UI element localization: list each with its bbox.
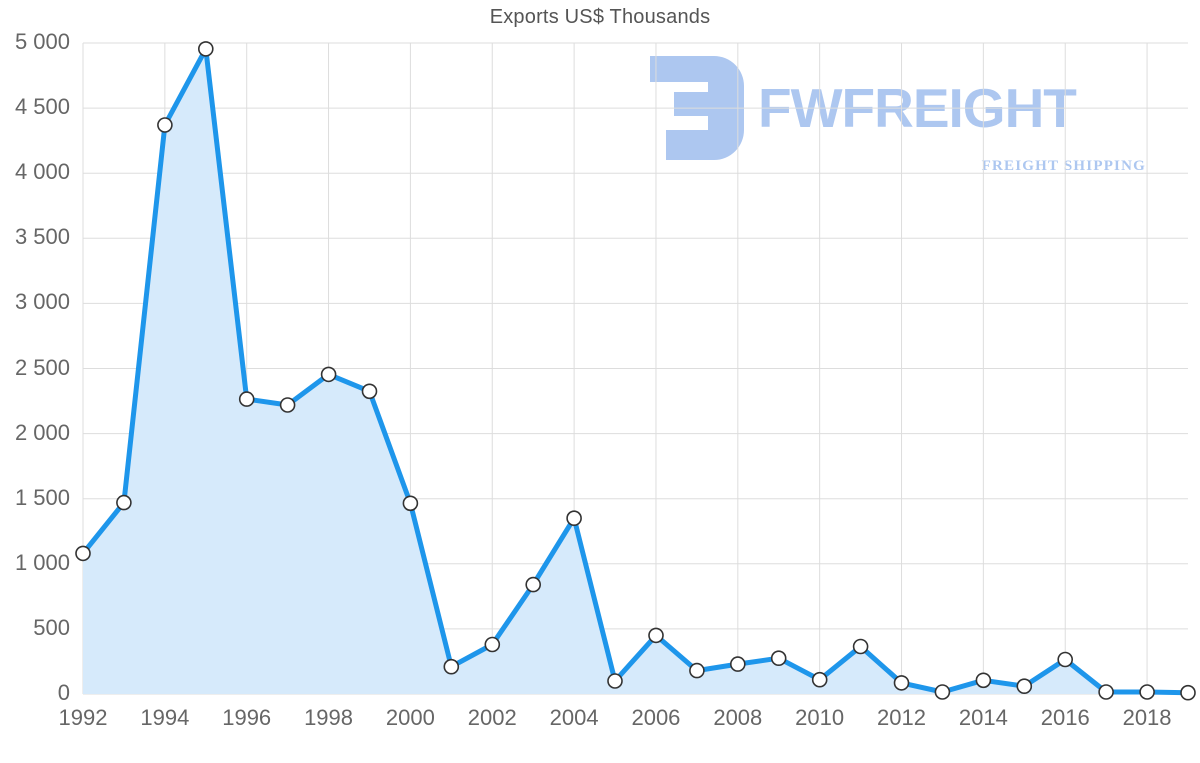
data-point-marker[interactable]: 1998: 2455 [320, 366, 337, 383]
data-point-marker[interactable]: 2005: 100 [607, 673, 623, 689]
data-point-marker[interactable]: 1994: 4370 [157, 117, 173, 133]
x-axis-tick-label: 1994 [140, 705, 190, 730]
x-axis-tick-label: 2010 [795, 705, 845, 730]
y-axis-tick-label: 3 500 [14, 224, 70, 250]
x-axis-tick-label: 2018 [1122, 705, 1172, 730]
data-point-marker[interactable]: 2019: 10 [1180, 684, 1196, 701]
data-point-marker[interactable]: 2015: 60 [1016, 678, 1033, 695]
data-point-marker[interactable]: 2014: 105 [975, 672, 992, 689]
y-axis-tick-label: 2 500 [14, 354, 70, 380]
x-axis-tick-label: 2012 [877, 705, 926, 730]
x-axis-tick-label: 2004 [549, 705, 599, 730]
data-point-marker[interactable]: 2001: 210 [443, 658, 460, 675]
data-point-marker[interactable]: 2018: 15 [1139, 684, 1155, 700]
data-point-marker[interactable]: 2010: 110 [811, 671, 828, 688]
y-axis-tick-label: 0 [57, 680, 70, 705]
x-axis-tick-label: 2002 [467, 705, 517, 730]
data-point-marker[interactable]: 2008: 230 [729, 656, 746, 672]
y-axis-tick-label: 3 000 [14, 289, 70, 315]
data-point-markers: 1992: 1080 1993: 1470 1994: 4370 1995: 4955… [75, 41, 1196, 701]
data-point-marker[interactable]: 2007: 180 [689, 662, 705, 679]
data-point-marker[interactable]: 2003: 840 [525, 576, 542, 593]
data-point-marker[interactable]: 2000: 1465 [402, 495, 419, 512]
x-axis-tick-label: 1998 [304, 705, 354, 730]
y-axis-tick-label: 2 000 [14, 419, 70, 445]
data-point-marker[interactable]: 2004: 1350 [566, 510, 582, 527]
area-fill [83, 48, 1188, 694]
data-point-marker[interactable]: 2016: 265 [1057, 651, 1073, 668]
x-axis-tick-label: 1996 [222, 705, 272, 730]
data-point-marker[interactable]: 1995: 4955 [198, 41, 214, 57]
data-point-marker[interactable]: 2009: 275 [770, 650, 787, 667]
y-axis-tick-label: 500 [33, 614, 70, 640]
data-point-marker[interactable]: 2011: 365 [852, 638, 869, 655]
y-axis-tick-label: 4 000 [14, 159, 70, 185]
data-point-marker[interactable]: 2002: 380 [484, 636, 501, 653]
y-axis-tick-label: 5 000 [14, 29, 70, 54]
data-point-marker[interactable]: 1996: 2265 [238, 391, 255, 407]
data-point-marker[interactable]: 1997: 2220 [279, 397, 296, 413]
data-point-marker[interactable]: 2013: 15 [934, 684, 951, 700]
y-axis-tick-label: 4 500 [14, 94, 70, 120]
data-point-marker[interactable]: 2017: 15 [1098, 684, 1114, 700]
series-line [80, 46, 1191, 696]
x-axis-tick-label: 2008 [713, 705, 763, 730]
data-point-marker[interactable]: 2006: 450 [648, 627, 664, 644]
data-point-marker[interactable]: 2012: 85 [893, 675, 910, 691]
data-point-marker[interactable]: 1992: 1080 [75, 545, 91, 562]
data-point-marker[interactable]: 1993: 1470 [116, 494, 132, 511]
x-axis-tick-label: 1992 [58, 705, 108, 730]
y-axis-tick-label: 1 500 [14, 484, 70, 510]
chart-title: Exports US$ Thousands [489, 6, 711, 28]
x-axis-tick-label: 2014 [958, 705, 1008, 730]
x-axis-tick-label: 2000 [385, 705, 435, 730]
x-axis-tick-label: 2016 [1040, 705, 1090, 730]
x-axis-tick-label: 2006 [631, 705, 681, 730]
y-axis-tick-label: 1 000 [14, 549, 70, 575]
data-point-marker[interactable]: 1999: 2325 [361, 383, 378, 400]
